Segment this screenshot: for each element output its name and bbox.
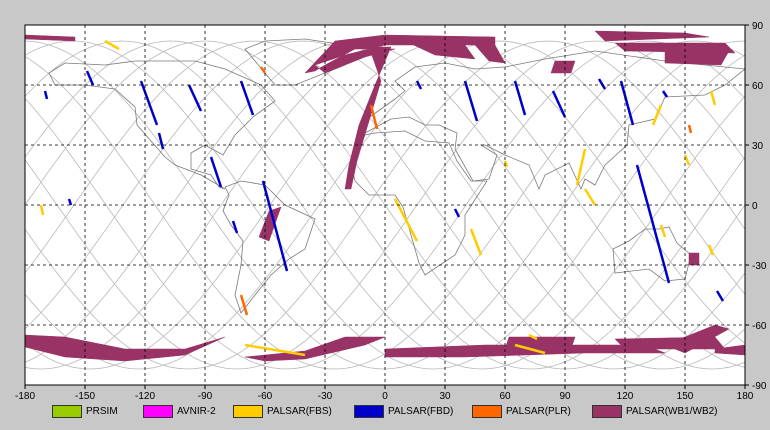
y-tick-label: 0 bbox=[752, 201, 758, 212]
y-tick-label: -30 bbox=[752, 261, 767, 272]
swath-strip bbox=[659, 224, 667, 238]
legend-item: PALSAR(FBD) bbox=[354, 404, 453, 418]
swath-wide bbox=[614, 42, 736, 54]
legend-swatch bbox=[52, 404, 82, 418]
swath-strip bbox=[514, 343, 546, 355]
swath-strip bbox=[157, 132, 165, 150]
swath-strip bbox=[575, 148, 587, 186]
swath-strip bbox=[687, 124, 693, 134]
swath-wide bbox=[344, 46, 392, 190]
swath-strip bbox=[85, 70, 95, 86]
x-tick-label: -30 bbox=[318, 391, 333, 400]
swath-strip bbox=[469, 228, 483, 256]
swath-wide bbox=[594, 30, 710, 42]
coastlines bbox=[48, 38, 747, 314]
swath-strip bbox=[551, 90, 567, 118]
coastline bbox=[244, 38, 346, 86]
legend-swatch bbox=[472, 404, 502, 418]
swath-strip bbox=[104, 39, 120, 51]
swath-strip bbox=[261, 180, 289, 272]
coastline bbox=[350, 130, 488, 276]
x-tick-label: 180 bbox=[737, 391, 754, 400]
coastline bbox=[222, 180, 316, 314]
swath-strip bbox=[503, 160, 509, 168]
swath-strip bbox=[463, 80, 479, 122]
swath-strip bbox=[513, 80, 527, 116]
legend-item: PALSAR(FBS) bbox=[233, 404, 332, 418]
y-tick-label: 60 bbox=[752, 81, 764, 92]
legend-item: PALSAR(PLR) bbox=[472, 404, 571, 418]
swath-strip bbox=[139, 80, 159, 126]
observation-swaths bbox=[24, 30, 746, 362]
swath-strip bbox=[259, 66, 267, 74]
swath-wide bbox=[688, 252, 700, 266]
legend-item: PRSIM bbox=[52, 404, 118, 418]
x-tick-label: 150 bbox=[677, 391, 694, 400]
swath-strip bbox=[67, 198, 73, 206]
legend-label: AVNIR-2 bbox=[177, 405, 216, 417]
legend-label: PALSAR(FBS) bbox=[267, 405, 332, 417]
x-tick-label: 0 bbox=[382, 391, 388, 400]
legend-swatch bbox=[354, 404, 384, 418]
legend-item: AVNIR-2 bbox=[143, 404, 216, 418]
y-tick-label: -60 bbox=[752, 321, 767, 332]
legend-label: PRSIM bbox=[86, 405, 118, 417]
x-tick-label: 120 bbox=[617, 391, 634, 400]
x-tick-label: -120 bbox=[135, 391, 155, 400]
swath-strip bbox=[244, 343, 306, 357]
coverage-map: -180 -150 -120 -90 -60 -30 0 30 60 90 120 150 180 90 6… bbox=[15, 21, 767, 400]
swath-strip bbox=[453, 208, 461, 218]
swath-strip bbox=[715, 290, 725, 302]
x-tick-label: -60 bbox=[258, 391, 273, 400]
x-tick-label: -150 bbox=[75, 391, 95, 400]
x-tick-label: -90 bbox=[198, 391, 213, 400]
legend-swatch bbox=[233, 404, 263, 418]
legend-swatch bbox=[592, 404, 622, 418]
swath-strip bbox=[707, 244, 715, 256]
legend-label: PALSAR(FBD) bbox=[388, 405, 454, 417]
coastline bbox=[612, 226, 692, 282]
swath-strip bbox=[583, 188, 597, 206]
swath-wide bbox=[258, 206, 282, 242]
swath-strip bbox=[597, 78, 607, 90]
y-tick-label: 30 bbox=[752, 141, 764, 152]
swath-strip bbox=[239, 294, 249, 316]
swath-strip bbox=[187, 84, 203, 112]
x-tick-label: 30 bbox=[439, 391, 451, 400]
swath-strip bbox=[415, 80, 423, 90]
swath-strip bbox=[528, 333, 538, 341]
swath-strip bbox=[43, 90, 49, 100]
swath-wide bbox=[550, 60, 576, 74]
x-tick-label: 60 bbox=[499, 391, 511, 400]
swath-strip bbox=[651, 104, 663, 126]
swath-strip bbox=[661, 90, 669, 98]
swath-strip bbox=[683, 154, 691, 166]
swath-strip bbox=[709, 90, 717, 106]
swath-strip bbox=[635, 164, 671, 284]
x-tick-label: -180 bbox=[15, 391, 35, 400]
legend-item: PALSAR(WB1/WB2) bbox=[592, 404, 718, 418]
coastline bbox=[364, 50, 747, 191]
legend-label: PALSAR(WB1/WB2) bbox=[626, 405, 718, 417]
legend-label: PALSAR(PLR) bbox=[506, 405, 571, 417]
x-tick-label: 90 bbox=[559, 391, 571, 400]
swath-strip bbox=[231, 220, 239, 234]
swath-strip bbox=[39, 204, 45, 216]
swath-strip bbox=[209, 156, 223, 188]
swath-strip bbox=[369, 104, 379, 130]
legend: PRSIM AVNIR-2 PALSAR(FBS) PALSAR(FBD) PALSAR… bbox=[0, 400, 770, 422]
y-tick-label: -90 bbox=[752, 381, 767, 392]
swath-wide bbox=[504, 336, 576, 350]
swath-wide bbox=[664, 324, 730, 354]
swath-wide bbox=[244, 336, 386, 362]
swath-wide bbox=[664, 50, 730, 66]
swath-strip bbox=[239, 80, 255, 116]
y-tick-label: 90 bbox=[752, 21, 764, 32]
axis-ticks: -180 -150 -120 -90 -60 -30 0 30 60 90 120 150 180 90 6… bbox=[15, 21, 767, 400]
swath-strip bbox=[619, 80, 635, 126]
swath-strip bbox=[393, 198, 419, 242]
legend-swatch bbox=[143, 404, 173, 418]
